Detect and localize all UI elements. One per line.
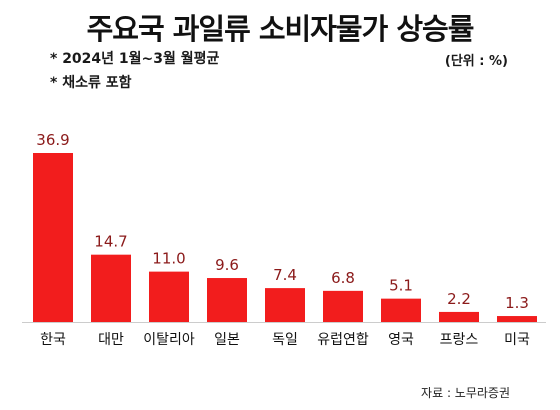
category-label-영국: 영국 [388,332,414,348]
category-label-한국: 한국 [40,332,66,348]
bar-유럽연합 [323,290,363,322]
bar-프랑스 [439,311,479,322]
scope-note: * 채소류 포함 [50,75,132,91]
category-label-대만: 대만 [98,332,124,348]
value-label-이탈리아: 11.0 [152,250,185,268]
bar-이탈리아 [149,271,189,322]
value-label-일본: 9.6 [215,256,239,274]
category-label-유럽연합: 유럽연합 [317,332,369,348]
source-label: 자료 : 노무라증권 [421,386,510,400]
category-label-프랑스: 프랑스 [440,332,479,348]
period-note: * 2024년 1월~3월 월평균 [50,51,220,67]
category-label-독일: 독일 [272,332,298,348]
chart-title: 주요국 과일류 소비자물가 상승률 [86,12,475,46]
bar-한국 [33,153,73,322]
value-label-영국: 5.1 [389,277,413,295]
bar-독일 [265,288,305,322]
bar-영국 [381,298,421,322]
bar-대만 [91,254,131,322]
category-label-이탈리아: 이탈리아 [143,332,195,348]
bar-일본 [207,278,247,322]
bar-미국 [497,316,537,322]
value-label-유럽연합: 6.8 [331,269,355,287]
value-label-한국: 36.9 [36,131,69,149]
value-label-미국: 1.3 [505,294,529,312]
value-label-프랑스: 2.2 [447,290,471,308]
value-label-독일: 7.4 [273,266,297,284]
category-label-미국: 미국 [504,332,530,348]
value-label-대만: 14.7 [94,233,127,251]
unit-label: (단위 : %) [444,54,508,69]
category-label-일본: 일본 [214,332,240,348]
